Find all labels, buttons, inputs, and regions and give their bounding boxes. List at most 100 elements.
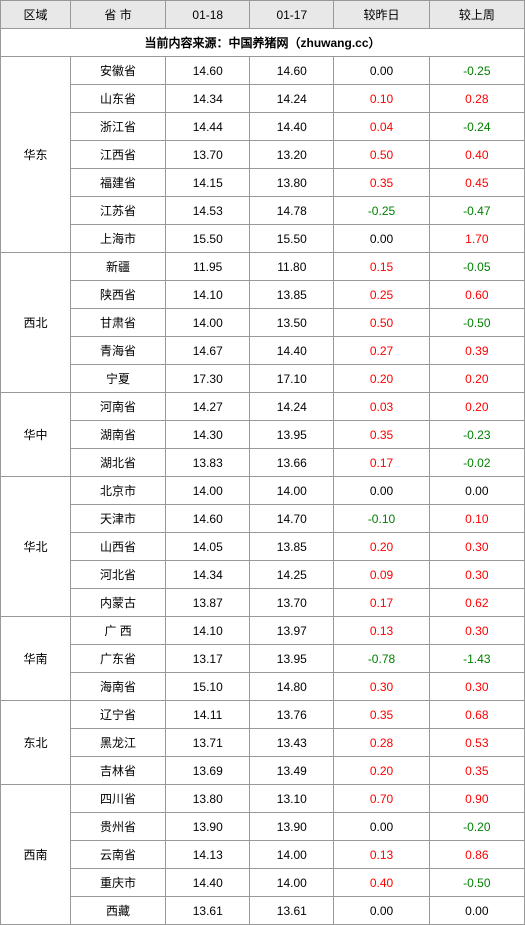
delta-yesterday-cell: 0.35 (334, 421, 429, 449)
value1-cell: 14.44 (166, 113, 250, 141)
delta-lastweek-cell: 0.30 (429, 533, 524, 561)
table-row: 广东省13.1713.95-0.78-1.43 (1, 645, 525, 673)
delta-lastweek-cell: 1.70 (429, 225, 524, 253)
delta-lastweek-cell: -0.47 (429, 197, 524, 225)
value2-cell: 13.95 (250, 421, 334, 449)
delta-lastweek-cell: 0.00 (429, 477, 524, 505)
value2-cell: 14.80 (250, 673, 334, 701)
value2-cell: 13.50 (250, 309, 334, 337)
delta-yesterday-cell: 0.20 (334, 365, 429, 393)
province-cell: 江西省 (70, 141, 165, 169)
value2-cell: 13.20 (250, 141, 334, 169)
delta-lastweek-cell: 0.35 (429, 757, 524, 785)
value2-cell: 13.49 (250, 757, 334, 785)
delta-lastweek-cell: -1.43 (429, 645, 524, 673)
table-row: 天津市14.6014.70-0.100.10 (1, 505, 525, 533)
delta-yesterday-cell: 0.13 (334, 617, 429, 645)
region-cell: 西南 (1, 785, 71, 925)
table-row: 宁夏17.3017.100.200.20 (1, 365, 525, 393)
value1-cell: 17.30 (166, 365, 250, 393)
table-row: 青海省14.6714.400.270.39 (1, 337, 525, 365)
value1-cell: 14.11 (166, 701, 250, 729)
value1-cell: 14.34 (166, 561, 250, 589)
value2-cell: 15.50 (250, 225, 334, 253)
header-province: 省 市 (70, 1, 165, 29)
value2-cell: 13.95 (250, 645, 334, 673)
value1-cell: 13.80 (166, 785, 250, 813)
province-cell: 安徽省 (70, 57, 165, 85)
table-row: 吉林省13.6913.490.200.35 (1, 757, 525, 785)
header-vs-yesterday: 较昨日 (334, 1, 429, 29)
value2-cell: 14.00 (250, 477, 334, 505)
value2-cell: 13.76 (250, 701, 334, 729)
province-cell: 海南省 (70, 673, 165, 701)
province-cell: 山西省 (70, 533, 165, 561)
value2-cell: 14.25 (250, 561, 334, 589)
value1-cell: 13.83 (166, 449, 250, 477)
delta-lastweek-cell: -0.24 (429, 113, 524, 141)
value1-cell: 14.67 (166, 337, 250, 365)
value1-cell: 14.00 (166, 477, 250, 505)
table-row: 山西省14.0513.850.200.30 (1, 533, 525, 561)
delta-lastweek-cell: 0.60 (429, 281, 524, 309)
delta-yesterday-cell: 0.17 (334, 449, 429, 477)
province-cell: 湖南省 (70, 421, 165, 449)
province-cell: 福建省 (70, 169, 165, 197)
value2-cell: 17.10 (250, 365, 334, 393)
value2-cell: 14.70 (250, 505, 334, 533)
delta-lastweek-cell: 0.53 (429, 729, 524, 757)
header-vs-lastweek: 较上周 (429, 1, 524, 29)
delta-yesterday-cell: 0.15 (334, 253, 429, 281)
delta-lastweek-cell: 0.62 (429, 589, 524, 617)
delta-lastweek-cell: 0.90 (429, 785, 524, 813)
value1-cell: 13.70 (166, 141, 250, 169)
table-row: 西南四川省13.8013.100.700.90 (1, 785, 525, 813)
province-cell: 内蒙古 (70, 589, 165, 617)
delta-lastweek-cell: 0.68 (429, 701, 524, 729)
delta-yesterday-cell: -0.78 (334, 645, 429, 673)
province-cell: 吉林省 (70, 757, 165, 785)
value2-cell: 13.70 (250, 589, 334, 617)
delta-yesterday-cell: 0.09 (334, 561, 429, 589)
value1-cell: 13.69 (166, 757, 250, 785)
value1-cell: 14.53 (166, 197, 250, 225)
region-cell: 华北 (1, 477, 71, 617)
table-row: 内蒙古13.8713.700.170.62 (1, 589, 525, 617)
province-cell: 云南省 (70, 841, 165, 869)
delta-lastweek-cell: -0.25 (429, 57, 524, 85)
value1-cell: 14.60 (166, 57, 250, 85)
value1-cell: 15.10 (166, 673, 250, 701)
value2-cell: 14.40 (250, 337, 334, 365)
delta-lastweek-cell: 0.28 (429, 85, 524, 113)
value1-cell: 14.40 (166, 869, 250, 897)
delta-yesterday-cell: 0.00 (334, 897, 429, 925)
province-cell: 四川省 (70, 785, 165, 813)
delta-yesterday-cell: 0.40 (334, 869, 429, 897)
province-cell: 宁夏 (70, 365, 165, 393)
province-cell: 黑龙江 (70, 729, 165, 757)
delta-yesterday-cell: 0.00 (334, 813, 429, 841)
source-text: 当前内容来源：中国养猪网（zhuwang.cc） (1, 29, 525, 57)
table-row: 西北新疆11.9511.800.15-0.05 (1, 253, 525, 281)
province-cell: 山东省 (70, 85, 165, 113)
delta-yesterday-cell: 0.20 (334, 757, 429, 785)
delta-yesterday-cell: 0.10 (334, 85, 429, 113)
table-row: 山东省14.3414.240.100.28 (1, 85, 525, 113)
value2-cell: 13.61 (250, 897, 334, 925)
region-cell: 华东 (1, 57, 71, 253)
region-cell: 西北 (1, 253, 71, 393)
table-row: 华东安徽省14.6014.600.00-0.25 (1, 57, 525, 85)
value1-cell: 14.15 (166, 169, 250, 197)
province-cell: 浙江省 (70, 113, 165, 141)
table-row: 江苏省14.5314.78-0.25-0.47 (1, 197, 525, 225)
value2-cell: 14.00 (250, 841, 334, 869)
delta-yesterday-cell: 0.00 (334, 225, 429, 253)
value2-cell: 13.90 (250, 813, 334, 841)
delta-yesterday-cell: 0.00 (334, 57, 429, 85)
value1-cell: 13.17 (166, 645, 250, 673)
delta-yesterday-cell: 0.25 (334, 281, 429, 309)
value2-cell: 14.78 (250, 197, 334, 225)
delta-lastweek-cell: 0.30 (429, 561, 524, 589)
province-cell: 河南省 (70, 393, 165, 421)
delta-lastweek-cell: -0.50 (429, 309, 524, 337)
